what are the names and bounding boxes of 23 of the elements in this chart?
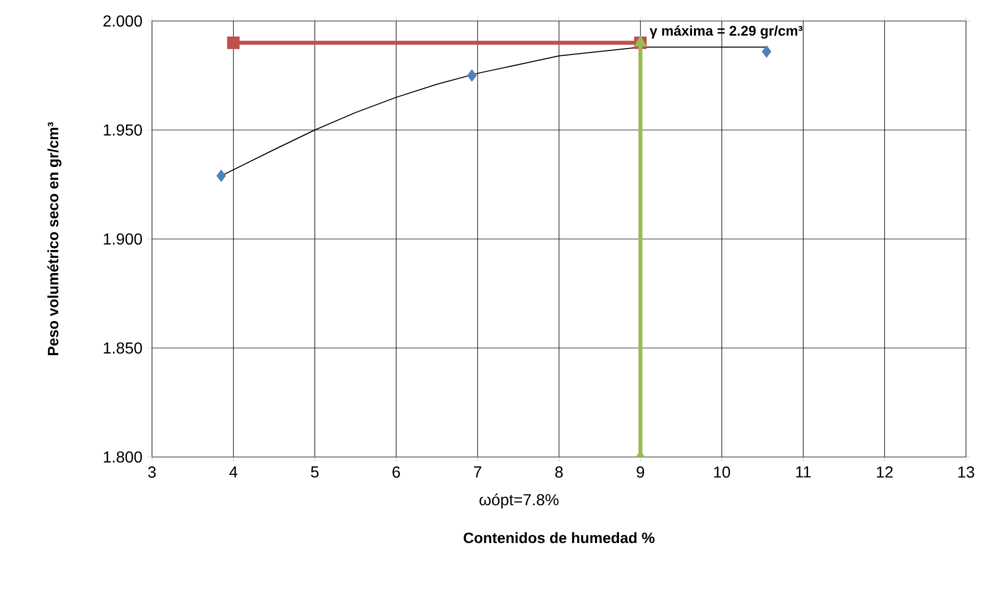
y-tick-label: 1.850 [104, 342, 142, 354]
y-tick-label: 1.800 [104, 451, 142, 463]
point [216, 170, 226, 182]
x-tick-label: 3 [148, 466, 156, 478]
y-tick-label: 2.000 [103, 15, 142, 27]
point [467, 69, 477, 82]
x-tick-label: 12 [876, 466, 893, 478]
x-tick-label: 8 [555, 466, 563, 478]
y-axis-title: Peso volumétrico seco en gr/cm³ [47, 122, 62, 356]
point [227, 36, 240, 50]
x-tick-label: 4 [229, 466, 238, 478]
x-tick-label: 9 [636, 466, 644, 478]
x-axis-title: Contenidos de humedad % [464, 532, 655, 544]
y-tick-label: 1.950 [104, 124, 142, 136]
point [762, 45, 772, 58]
x-tick-label: 7 [474, 466, 482, 478]
text: ωópt=7.8% [480, 493, 559, 509]
x-tick-label: 6 [392, 466, 400, 478]
y-tick-label: 1.900 [104, 233, 142, 245]
x-tick-label: 11 [796, 466, 811, 478]
x-tick-label: 13 [958, 466, 974, 478]
x-tick-label: 10 [714, 466, 730, 478]
x-tick-label: 5 [311, 466, 319, 478]
